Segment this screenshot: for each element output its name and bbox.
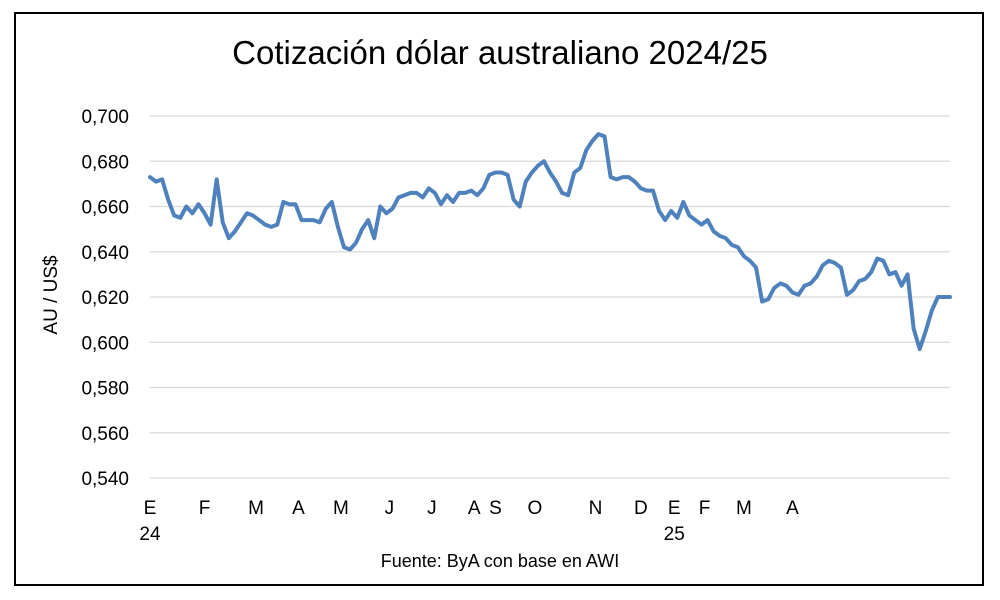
y-tick-label: 0,600 [81, 333, 129, 354]
x-year-label: 24 [139, 524, 161, 545]
series-line [148, 132, 952, 352]
x-tick-label: O [527, 498, 542, 519]
series-group [148, 132, 952, 352]
x-tick-label: S [489, 498, 502, 519]
y-tick-label: 0,660 [81, 198, 129, 219]
y-tick-label: 0,700 [81, 107, 129, 128]
chart-frame [14, 12, 984, 586]
x-tick-label: J [385, 498, 395, 519]
x-tick-label: J [427, 498, 437, 519]
x-year-label: 25 [664, 524, 685, 545]
x-tick-label: E [144, 498, 157, 519]
x-tick-label: A [786, 498, 799, 519]
y-tick-label: 0,540 [81, 469, 129, 490]
x-tick-label: M [333, 498, 349, 519]
chart-title: Cotización dólar australiano 2024/25 [232, 34, 768, 71]
x-tick-label: F [699, 498, 711, 519]
x-tick-label: D [634, 498, 648, 519]
y-tick-label: 0,640 [81, 243, 129, 264]
y-tick-label: 0,580 [81, 379, 129, 400]
source-note: Fuente: ByA con base en AWI [380, 551, 620, 571]
x-tick-label: M [736, 498, 752, 519]
y-tick-label: 0,620 [81, 288, 129, 309]
x-tick-label: E [668, 498, 681, 519]
x-tick-label: N [589, 498, 603, 519]
y-tick-label: 0,680 [81, 152, 129, 173]
y-tick-labels: 0,700 0,680 0,660 0,640 0,620 0,600 0,580 0,560… [81, 107, 129, 490]
x-tick-label: M [248, 498, 264, 519]
x-tick-label: A [292, 498, 305, 519]
y-tick-label: 0,560 [81, 424, 129, 445]
x-tick-label: F [199, 498, 211, 519]
x-tick-label: A [468, 498, 481, 519]
